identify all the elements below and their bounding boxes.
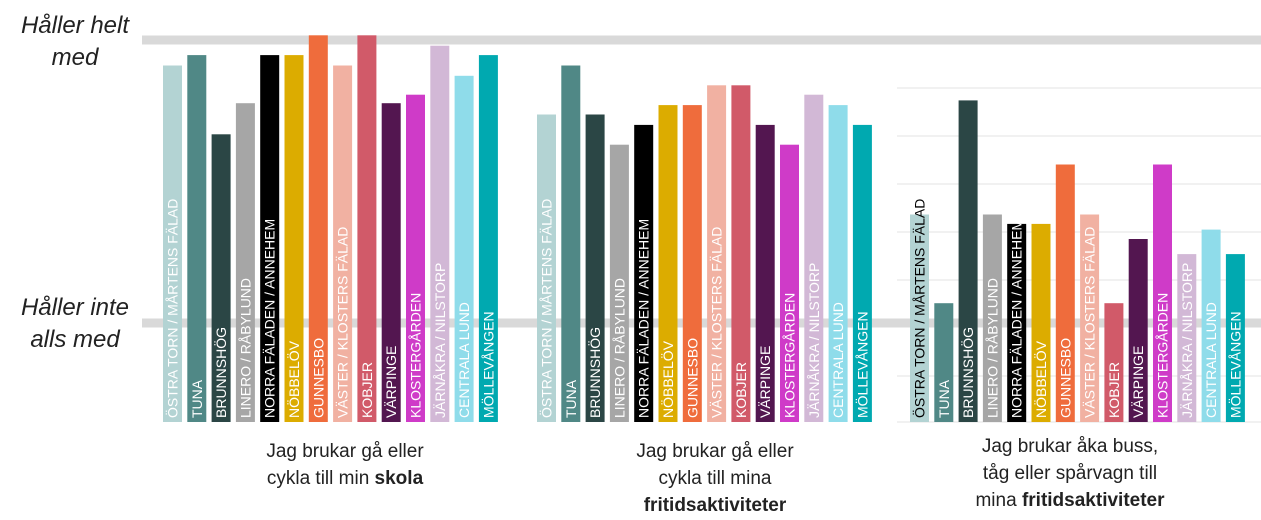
bar	[308, 35, 328, 423]
bar-label: CENTRALA LUND	[456, 302, 472, 418]
bar	[1080, 214, 1100, 422]
bar	[537, 114, 556, 422]
bar-label: NORRA FÄLADEN / ANNEHEM	[262, 219, 278, 418]
bar	[1153, 164, 1172, 422]
bar-label: ÖSTRA TORN / MÅRTENS FÄLAD	[164, 199, 181, 418]
bar	[187, 55, 207, 422]
bar	[561, 65, 581, 422]
bar	[658, 105, 678, 422]
bar	[958, 100, 978, 423]
bar-label: CENTRALA LUND	[830, 302, 846, 418]
caption-bold: fritidsaktiviteter	[643, 495, 787, 516]
bar-label: VÄSTER / KLOSTERS FÄLAD	[335, 227, 351, 418]
bar-label: KOBJER	[733, 362, 749, 418]
bar-label: TUNA	[936, 379, 952, 418]
bar-label: LINERO / RÅBYLUND	[237, 278, 253, 418]
bar-label: JÄRNÅKRA / NILSTORP	[806, 263, 822, 418]
bar	[982, 214, 1002, 422]
bar	[381, 103, 401, 422]
bar-label: MÖLLEVÅNGEN	[479, 311, 496, 418]
bar	[333, 65, 353, 422]
bar	[707, 85, 727, 423]
bar-label: NÖBBELÖV	[659, 340, 676, 418]
bar	[731, 85, 751, 423]
bar-label: BRUNNSHÖG	[586, 327, 603, 418]
bar-label: VÄRPINGE	[1130, 346, 1146, 418]
bar-label: NORRA FÄLADEN / ANNEHEM	[1009, 219, 1025, 418]
caption-panel-3: Jag brukar åka buss, tåg eller spårvagn …	[900, 433, 1240, 514]
bar	[163, 65, 182, 422]
bar-label: KOBJER	[1106, 362, 1122, 418]
bar	[478, 55, 498, 422]
bar-label: CENTRALA LUND	[1203, 302, 1219, 418]
bar-label: BRUNNSHÖG	[212, 327, 229, 418]
bar	[235, 103, 255, 422]
bar-label: VÄRPINGE	[757, 346, 773, 418]
bar-label: JÄRNÅKRA / NILSTORP	[432, 263, 448, 418]
caption-panel-2: Jag brukar gå eller cykla till mina frit…	[530, 438, 900, 519]
bar-label: KOBJER	[359, 362, 375, 418]
y-axis-bottom-label: Håller inte alls med	[20, 294, 130, 353]
bar-label: TUNA	[189, 379, 205, 418]
bar	[634, 124, 654, 423]
bar-label: VÄSTER / KLOSTERS FÄLAD	[709, 227, 725, 418]
bar	[682, 105, 702, 422]
bar-label: ÖSTRA TORN / MÅRTENS FÄLAD	[911, 199, 928, 418]
bar-label: ÖSTRA TORN / MÅRTENS FÄLAD	[538, 199, 555, 418]
bar	[211, 134, 231, 423]
bar	[406, 94, 425, 422]
bar	[430, 45, 450, 422]
caption-text: Jag brukar åka buss, tåg eller spårvagn …	[975, 436, 1159, 511]
bar	[1104, 303, 1124, 422]
bar	[1225, 254, 1245, 422]
bar	[780, 144, 799, 422]
bar-label: KLOSTERGÅRDEN	[782, 293, 798, 418]
bar	[1177, 254, 1197, 422]
caption-text: Jag brukar gå eller cykla till min	[266, 441, 424, 489]
bar-label: NORRA FÄLADEN / ANNEHEM	[636, 219, 652, 418]
bar-label: KLOSTERGÅRDEN	[1155, 293, 1171, 418]
bar-label: GUNNESBO	[684, 338, 700, 418]
bar-labels: ÖSTRA TORN / MÅRTENS FÄLAD TUNA BRUNNSHÖG L…	[164, 199, 1244, 418]
bar-label: TUNA	[563, 379, 579, 418]
bar-label: KLOSTERGÅRDEN	[408, 293, 424, 418]
bar-label: JÄRNÅKRA / NILSTORP	[1179, 263, 1195, 418]
bar	[609, 144, 629, 422]
bar	[585, 114, 605, 422]
bar	[284, 55, 304, 422]
bar-label: BRUNNSHÖG	[959, 327, 976, 418]
bar	[357, 35, 377, 423]
bar	[1031, 223, 1051, 422]
bar	[910, 214, 929, 422]
caption-text: Jag brukar gå eller cykla till mina	[636, 441, 794, 489]
bar-label: LINERO / RÅBYLUND	[984, 278, 1000, 418]
bar	[1201, 229, 1221, 422]
bar-label: LINERO / RÅBYLUND	[611, 278, 627, 418]
bar	[934, 303, 954, 422]
bar	[454, 75, 474, 423]
bar	[804, 94, 824, 422]
bar	[260, 55, 280, 422]
bar	[828, 105, 848, 422]
bar-label: GUNNESBO	[310, 338, 326, 418]
bar-label: VÄSTER / KLOSTERS FÄLAD	[1082, 227, 1098, 418]
bar-label: VÄRPINGE	[383, 346, 399, 418]
bar-label: NÖBBELÖV	[1032, 340, 1049, 418]
y-axis-top-label: Håller helt med	[20, 12, 130, 71]
caption-panel-1: Jag brukar gå eller cykla till min skola	[160, 438, 530, 492]
bar	[1055, 164, 1075, 422]
caption-bold: fritidsaktiviteter	[1021, 490, 1165, 511]
caption-bold: skola	[374, 468, 424, 489]
bar-label: NÖBBELÖV	[285, 340, 302, 418]
bar	[1007, 223, 1027, 422]
bar	[755, 124, 775, 423]
bar	[1128, 239, 1148, 422]
bar-label: GUNNESBO	[1057, 338, 1073, 418]
bar-label: MÖLLEVÅNGEN	[1226, 311, 1243, 418]
bar	[852, 124, 872, 423]
bar-label: MÖLLEVÅNGEN	[853, 311, 870, 418]
bars	[163, 35, 1245, 423]
